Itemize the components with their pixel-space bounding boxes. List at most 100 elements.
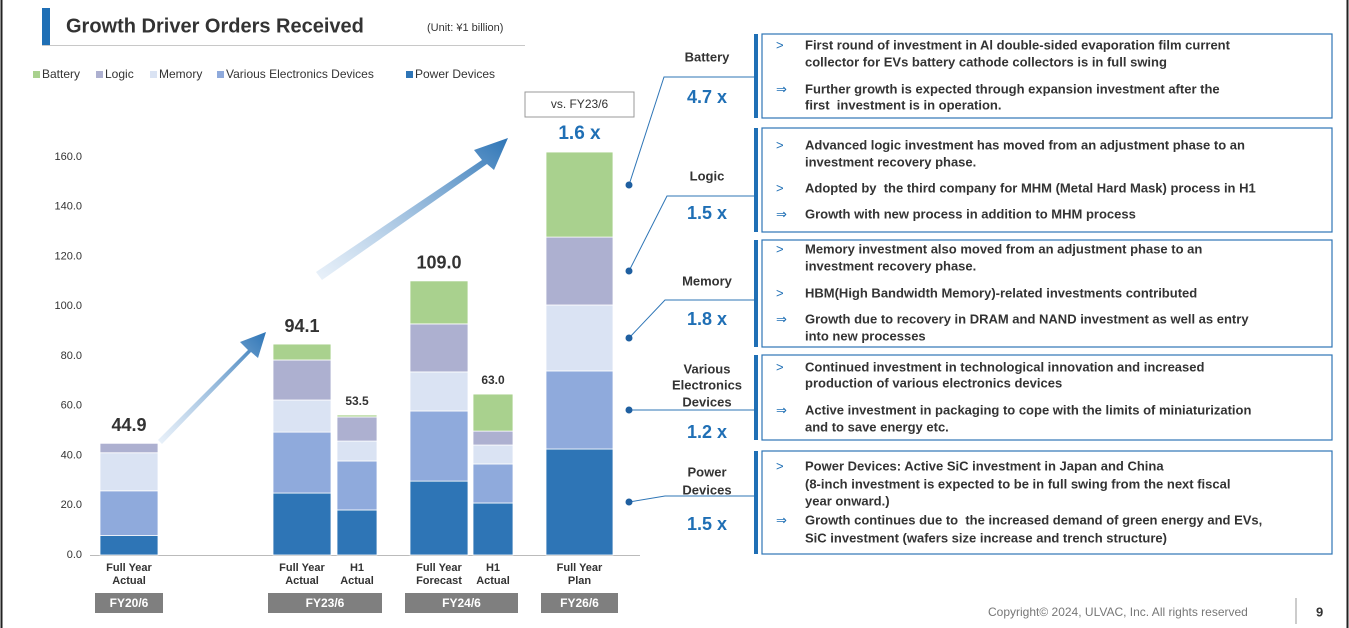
total-label: 53.5 <box>345 394 369 408</box>
bar-segment <box>545 304 614 372</box>
driver-accent <box>754 355 758 440</box>
driver-name: Devices <box>682 482 731 497</box>
total-label: 63.0 <box>481 373 505 387</box>
growth-arrow <box>158 332 266 444</box>
legend-label: Memory <box>159 67 202 81</box>
bar-segment <box>545 151 614 238</box>
driver-box <box>761 354 1333 441</box>
driver-name: Memory <box>682 273 733 288</box>
legend-swatch <box>33 71 40 78</box>
connector-dot <box>625 267 633 275</box>
connector <box>628 299 754 339</box>
total-label: 44.9 <box>111 415 146 435</box>
driver-name: Devices <box>682 394 731 409</box>
bar-segment <box>272 343 332 361</box>
driver-accent <box>754 34 758 118</box>
bullet-text: into new processes <box>805 328 926 343</box>
driver-multiplier: 4.7 x <box>687 87 727 107</box>
bar-segment <box>409 480 469 556</box>
total-label: 94.1 <box>284 316 319 336</box>
driver-multiplier: 1.8 x <box>687 309 727 329</box>
driver-name: Battery <box>685 49 731 64</box>
x-tick-label: H1 <box>486 562 500 574</box>
bullet-text: Active investment in packaging to cope w… <box>805 402 1251 417</box>
legend-label: Power Devices <box>415 67 495 81</box>
bar-segment <box>336 440 378 462</box>
x-tick-label: H1 <box>350 562 364 574</box>
bullet-text: Advanced logic investment has moved from… <box>805 137 1245 152</box>
bar-segment <box>409 280 469 325</box>
bullet-text: Growth continues due to the increased de… <box>805 512 1262 527</box>
bar-segment <box>336 414 378 418</box>
x-tick-label: Plan <box>568 575 592 587</box>
x-tick-label: Actual <box>112 575 146 587</box>
chart-title: Growth Driver Orders Received <box>66 15 364 37</box>
bar-segment <box>99 452 159 492</box>
bullet-text: Power Devices: Active SiC investment in … <box>805 458 1164 473</box>
bullet-marker: ⇒ <box>776 512 787 527</box>
bar-segment <box>472 463 514 504</box>
bar-segment <box>545 236 614 306</box>
bullet-text: Adopted by the third company for MHM (Me… <box>805 180 1256 195</box>
driver-accent <box>754 451 758 554</box>
bar-segment <box>472 430 514 446</box>
title-accent <box>42 8 50 45</box>
bullet-text: collector for EVs battery cathode collec… <box>805 54 1167 69</box>
y-tick-label: 160.0 <box>54 151 82 163</box>
bullet-text: first investment is in operation. <box>805 97 1001 112</box>
bar-segment <box>409 323 469 373</box>
x-tick-label: Actual <box>285 575 319 587</box>
driver-box <box>761 33 1333 119</box>
bullet-text: First round of investment in Al double-s… <box>805 37 1231 52</box>
x-tick-label: Full Year <box>416 562 462 574</box>
bullet-marker: > <box>776 458 784 473</box>
legend-label: Battery <box>42 67 80 81</box>
bar-segment <box>99 535 159 556</box>
driver-box <box>761 127 1333 233</box>
legend-label: Various Electronics Devices <box>226 67 374 81</box>
legend-swatch <box>96 71 103 78</box>
bar-segment <box>472 502 514 556</box>
bar-segment <box>336 416 378 442</box>
bullet-text: production of various electronics device… <box>805 375 1062 390</box>
y-tick-label: 40.0 <box>61 449 82 461</box>
bullet-text: Growth with new process in addition to M… <box>805 206 1136 221</box>
bar-segment <box>336 460 378 511</box>
connector-dot <box>625 181 633 189</box>
driver-accent <box>754 128 758 232</box>
driver-name: Logic <box>690 168 725 183</box>
x-tick-label: Actual <box>340 575 374 587</box>
y-tick-label: 120.0 <box>54 250 82 262</box>
group-box <box>95 593 163 613</box>
comparison-label: vs. FY23/6 <box>551 97 609 111</box>
bullet-marker: > <box>776 359 784 374</box>
copyright: Copyright© 2024, ULVAC, Inc. All rights … <box>988 605 1248 619</box>
bullet-text: and to save energy etc. <box>805 419 949 434</box>
bullet-text: HBM(High Bandwidth Memory)-related inves… <box>805 285 1197 300</box>
bar-segment <box>272 359 332 401</box>
bullet-marker: > <box>776 37 784 52</box>
growth-arrow <box>316 138 508 280</box>
connector-dot <box>625 334 633 342</box>
bar-segment <box>99 442 159 454</box>
group-box <box>541 593 618 613</box>
x-tick-label: Full Year <box>279 562 325 574</box>
driver-multiplier: 1.2 x <box>687 422 727 442</box>
bullet-marker: > <box>776 137 784 152</box>
bullet-text: investment recovery phase. <box>805 258 976 273</box>
connector <box>628 76 754 186</box>
bullet-text: Memory investment also moved from an adj… <box>805 241 1202 256</box>
x-tick-label: Forecast <box>416 575 462 587</box>
legend-swatch <box>150 71 157 78</box>
comparison-box <box>524 91 635 118</box>
driver-name: Various <box>684 361 731 376</box>
driver-name: Power <box>687 464 726 479</box>
bar-segment <box>272 431 332 494</box>
legend-label: Logic <box>105 67 134 81</box>
bullet-marker: ⇒ <box>776 311 787 326</box>
legend-swatch <box>217 71 224 78</box>
group-label: FY24/6 <box>442 596 481 610</box>
y-tick-label: 60.0 <box>61 400 82 412</box>
bullet-marker: ⇒ <box>776 206 787 221</box>
